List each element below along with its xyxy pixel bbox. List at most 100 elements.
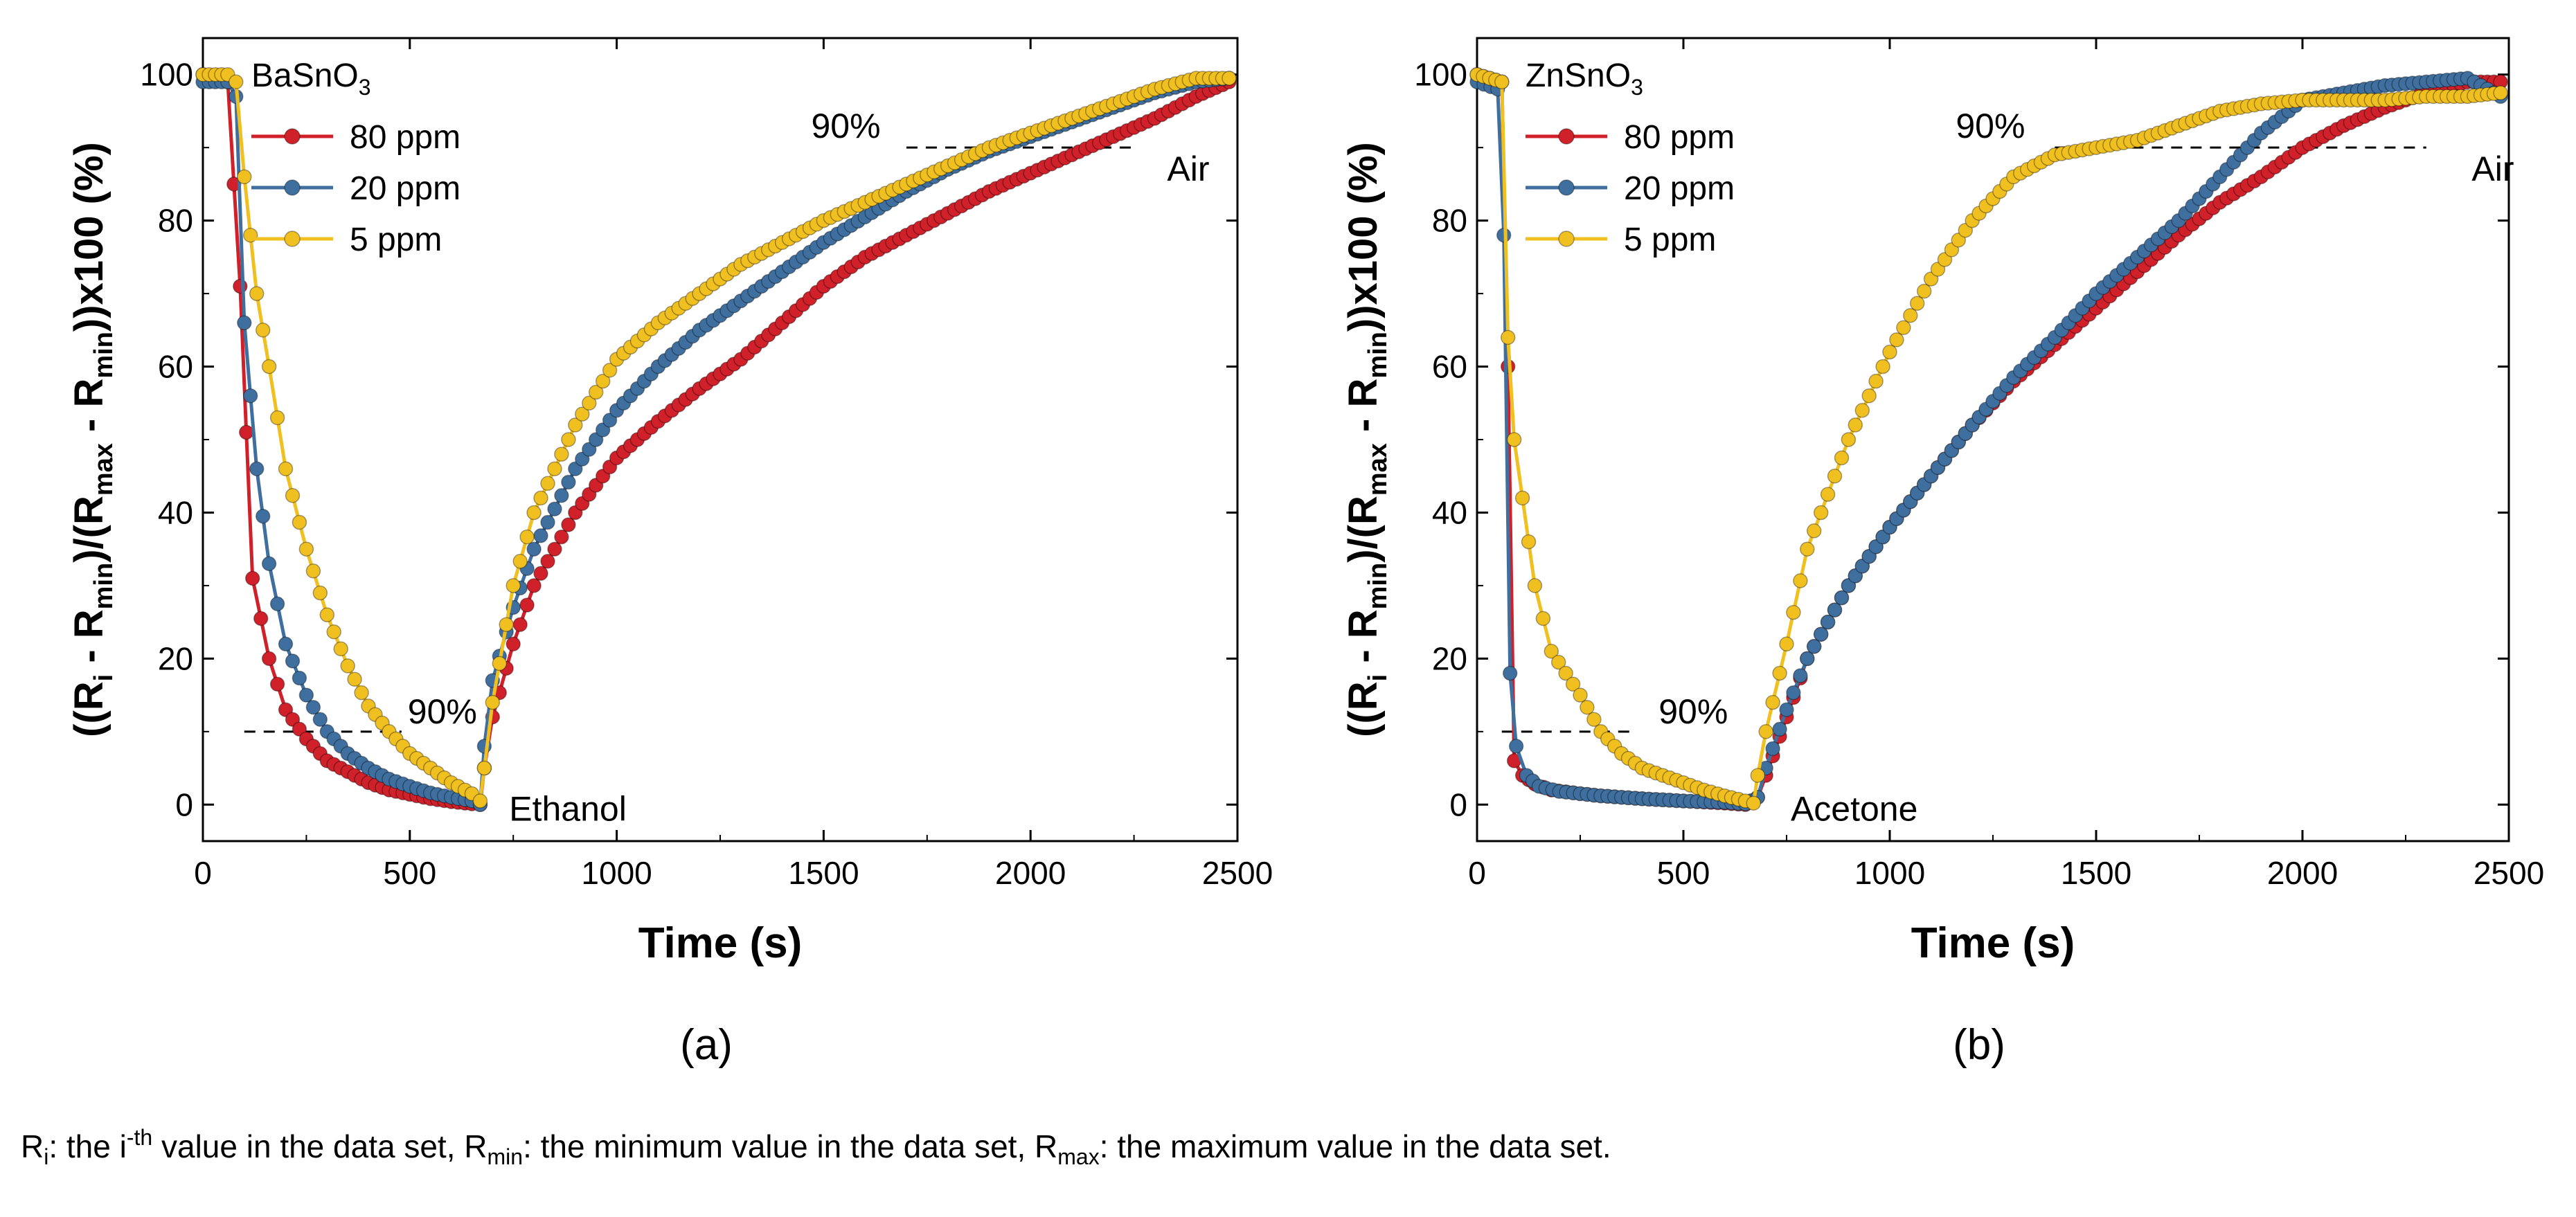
data-point	[519, 597, 535, 613]
data-point	[1868, 373, 1884, 389]
legend-entry-label: 5 ppm	[1624, 222, 1716, 258]
data-point	[347, 671, 362, 687]
data-point	[540, 514, 555, 530]
data-point	[1800, 541, 1815, 557]
data-point	[1550, 654, 1566, 670]
data-point	[1786, 685, 1801, 701]
data-point	[533, 528, 548, 543]
data-point	[561, 474, 576, 490]
legend-title-material: BaSnO	[251, 57, 359, 94]
data-point	[312, 712, 328, 727]
caption-ith-sup: -th	[127, 1125, 152, 1150]
data-point	[526, 578, 542, 593]
plot-frame	[202, 37, 1239, 842]
data-point	[519, 529, 535, 545]
series-5-ppm	[1469, 66, 2508, 811]
data-point	[261, 651, 277, 667]
data-point	[242, 388, 258, 404]
data-point	[244, 570, 260, 586]
data-point	[1502, 665, 1518, 681]
y-axis-label-part: i	[1363, 674, 1393, 682]
data-point	[298, 687, 314, 703]
legend-title-material: ZnSnO	[1526, 57, 1631, 94]
data-point	[476, 760, 492, 776]
x-tick-label: 500	[1657, 855, 1710, 891]
data-point	[1834, 450, 1850, 466]
data-point	[238, 424, 254, 440]
data-point	[312, 585, 328, 601]
data-point	[1841, 432, 1857, 447]
y-axis-label-part: ))x100 (%)	[1341, 142, 1386, 332]
legend-entry-label: 80 ppm	[1624, 119, 1735, 156]
data-point	[333, 641, 348, 657]
air-annotation: Air	[1167, 150, 1209, 188]
data-point	[568, 417, 583, 433]
data-point	[285, 653, 301, 669]
data-point	[1506, 432, 1522, 447]
data-point	[237, 169, 252, 185]
y-tick-label: 100	[1414, 57, 1467, 93]
data-point	[278, 461, 294, 476]
data-point	[1800, 651, 1815, 667]
legend-entry-label: 20 ppm	[350, 170, 460, 207]
legend-entry-label: 80 ppm	[350, 119, 460, 156]
caption-rmax-sub: max	[1057, 1144, 1099, 1169]
legend-swatch-marker	[1558, 231, 1575, 247]
data-point	[568, 461, 583, 476]
data-point	[292, 670, 307, 686]
x-tick-label: 1500	[2061, 855, 2131, 891]
data-point	[1875, 529, 1890, 545]
legend-entry-label: 20 ppm	[1624, 170, 1735, 207]
data-point	[512, 554, 528, 569]
data-point	[1861, 548, 1877, 564]
data-point	[506, 578, 521, 593]
data-point	[499, 617, 514, 632]
data-point	[1951, 233, 1967, 248]
y-axis-label-part: )/(R	[66, 496, 111, 563]
data-point	[575, 406, 590, 422]
data-point	[1750, 768, 1766, 783]
x-tick-label: 0	[1468, 855, 1486, 891]
air-annotation: Air	[2471, 150, 2514, 188]
data-point	[1772, 721, 1787, 737]
data-point	[602, 413, 618, 428]
data-point	[269, 676, 285, 692]
data-point	[472, 793, 488, 809]
y-tick-label: 0	[175, 786, 193, 822]
data-point	[1820, 487, 1836, 502]
data-point	[547, 541, 562, 557]
x-tick-label: 2000	[995, 855, 1066, 891]
data-point	[1854, 559, 1870, 574]
data-point	[1565, 676, 1581, 692]
y-axis-label: ((Ri - Rmin)/(Rmax - Rmin))x100 (%)	[66, 142, 118, 737]
data-point	[305, 699, 321, 715]
legend-entry-label: 5 ppm	[350, 222, 442, 258]
data-point	[1772, 665, 1787, 681]
y-axis-label-part: - R	[66, 379, 111, 443]
y-axis-label-part: i	[89, 674, 118, 682]
data-point	[1930, 262, 1946, 277]
y-axis-label-part: )/(R	[1341, 496, 1386, 563]
caption-part-4: : the maximum value in the data set.	[1100, 1128, 1611, 1164]
data-point	[354, 685, 369, 701]
data-point	[285, 712, 301, 727]
data-point	[1514, 490, 1530, 506]
y-tick-label: 80	[158, 203, 193, 239]
data-point	[1909, 296, 1925, 311]
data-point	[292, 514, 307, 530]
y-tick-label: 20	[1432, 640, 1467, 676]
x-tick-label: 1000	[1854, 855, 1925, 891]
x-tick-label: 2500	[1202, 855, 1273, 891]
data-point	[1848, 417, 1863, 433]
data-point	[1896, 320, 1911, 336]
data-point	[1586, 712, 1602, 727]
legend-title-subscript: 3	[359, 75, 371, 100]
y-tick-label: 80	[1432, 203, 1467, 239]
data-point	[1765, 694, 1780, 710]
data-point	[561, 432, 576, 447]
data-point	[1779, 702, 1794, 717]
y-tick-label: 60	[1432, 349, 1467, 385]
data-point	[1841, 578, 1857, 593]
x-axis-label: Time (s)	[1911, 919, 2075, 967]
